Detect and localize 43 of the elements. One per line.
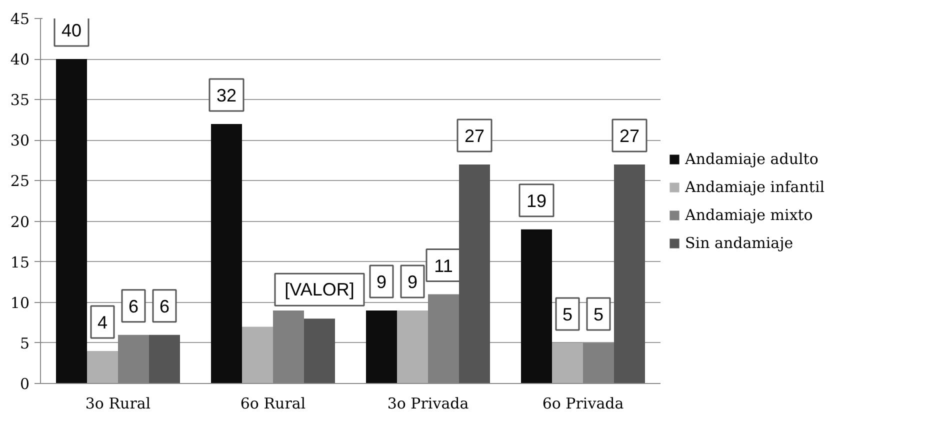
data-label: [VALOR]	[284, 280, 354, 300]
y-tick-label: 0	[20, 375, 30, 393]
data-label: 6	[128, 296, 139, 316]
y-tick-label: 40	[10, 50, 30, 69]
bar	[242, 326, 273, 384]
bar	[149, 334, 180, 384]
bar	[397, 310, 428, 384]
data-label: 9	[376, 272, 387, 292]
bar	[304, 318, 335, 384]
data-label: 11	[434, 256, 453, 276]
x-tick-label: 6o Privada	[542, 394, 624, 412]
bar	[56, 59, 87, 384]
legend-label: Andamiaje mixto	[685, 206, 813, 224]
data-label: 40	[61, 20, 82, 41]
x-tick-label: 3o Rural	[85, 394, 151, 412]
data-label: 9	[407, 272, 418, 292]
legend-label: Andamiaje adulto	[685, 150, 818, 168]
legend-label: Sin andamiaje	[685, 234, 794, 252]
bar	[614, 164, 645, 384]
y-tick-label: 45	[10, 10, 30, 28]
y-tick-label: 35	[10, 91, 30, 110]
data-label: 19	[526, 190, 547, 211]
y-tick-label: 5	[20, 334, 30, 352]
legend-label: Andamiaje infantil	[685, 178, 825, 196]
data-label: 27	[464, 126, 485, 146]
data-label: 5	[562, 304, 573, 324]
bar	[552, 342, 583, 384]
data-label: 6	[159, 296, 170, 316]
data-label: 27	[619, 126, 640, 146]
bar	[87, 351, 118, 384]
bar	[211, 124, 242, 384]
y-tick-label: 10	[10, 294, 30, 312]
x-tick-label: 6o Rural	[240, 394, 306, 412]
y-tick-label: 25	[10, 172, 30, 190]
x-tick-label: 3o Privada	[387, 394, 469, 412]
bar	[521, 229, 552, 384]
y-tick-label: 30	[10, 132, 30, 150]
data-label: 4	[97, 312, 108, 333]
y-tick-label: 15	[10, 253, 30, 272]
data-label: 5	[593, 304, 604, 324]
data-label: 32	[216, 85, 237, 106]
y-tick-label: 20	[10, 212, 30, 231]
bar	[366, 310, 397, 384]
